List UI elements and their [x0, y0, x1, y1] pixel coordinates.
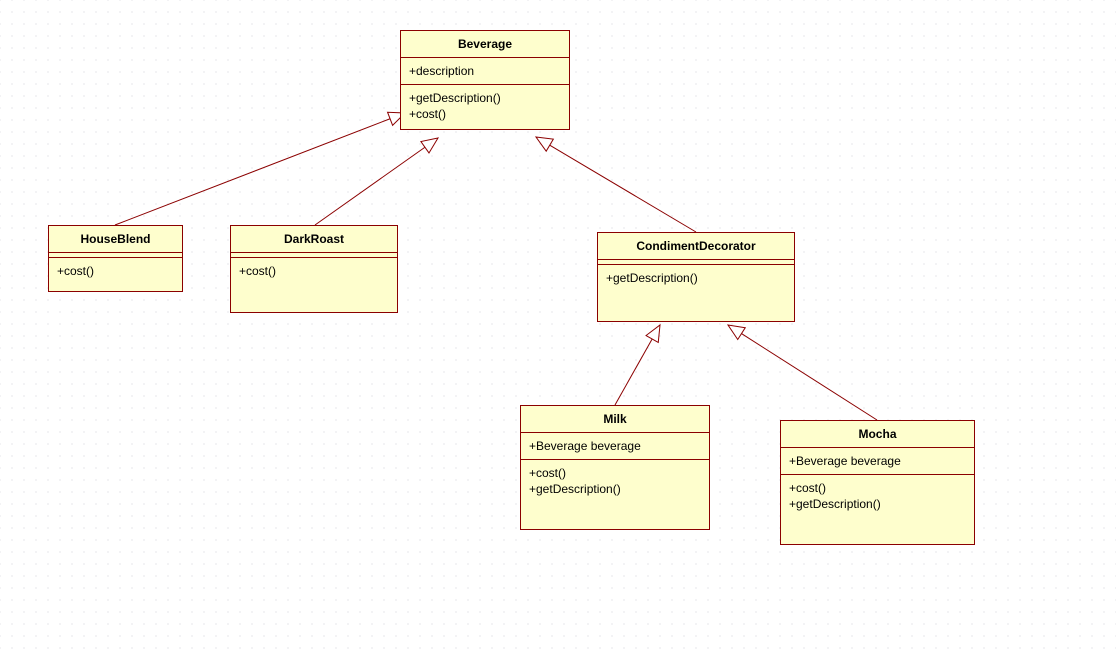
generalization-edge — [315, 147, 425, 225]
class-title: CondimentDecorator — [598, 233, 794, 260]
attribute: +Beverage beverage — [789, 453, 966, 469]
method: +getDescription() — [529, 481, 701, 497]
class-mocha[interactable]: Mocha +Beverage beverage +cost()+getDescri… — [780, 420, 975, 545]
methods-section: +cost() — [49, 258, 182, 284]
methods-section: +cost()+getDescription() — [781, 475, 974, 517]
class-title: DarkRoast — [231, 226, 397, 253]
generalization-edge — [741, 334, 877, 420]
class-title: Milk — [521, 406, 709, 433]
methods-section: +getDescription() — [598, 265, 794, 291]
class-milk[interactable]: Milk +Beverage beverage +cost()+getDescrip… — [520, 405, 710, 530]
generalization-edge — [115, 119, 390, 225]
method: +getDescription() — [409, 90, 561, 106]
class-houseblend[interactable]: HouseBlend +cost() — [48, 225, 183, 292]
class-darkroast[interactable]: DarkRoast +cost() — [230, 225, 398, 313]
attributes-section: +description — [401, 58, 569, 85]
uml-canvas: Beverage+description+getDescription()+co… — [0, 0, 1116, 652]
generalization-edge — [550, 145, 696, 232]
class-condimentdecorator[interactable]: CondimentDecorator +getDescription() — [597, 232, 795, 322]
attributes-section: +Beverage beverage — [521, 433, 709, 460]
method: +cost() — [789, 480, 966, 496]
method: +getDescription() — [789, 496, 966, 512]
generalization-arrowhead — [536, 137, 553, 151]
method: +getDescription() — [606, 270, 786, 286]
class-title: Beverage — [401, 31, 569, 58]
method: +cost() — [409, 106, 561, 122]
methods-section: +cost() — [231, 258, 397, 284]
methods-section: +getDescription()+cost() — [401, 85, 569, 127]
class-title: Mocha — [781, 421, 974, 448]
attribute: +description — [409, 63, 561, 79]
attributes-section: +Beverage beverage — [781, 448, 974, 475]
generalization-arrowhead — [646, 325, 660, 342]
method: +cost() — [529, 465, 701, 481]
generalization-arrowhead — [421, 138, 438, 153]
method: +cost() — [57, 263, 174, 279]
generalization-arrowhead — [728, 325, 745, 340]
attribute: +Beverage beverage — [529, 438, 701, 454]
class-title: HouseBlend — [49, 226, 182, 253]
generalization-edge — [615, 339, 652, 405]
methods-section: +cost()+getDescription() — [521, 460, 709, 502]
class-beverage[interactable]: Beverage +description +getDescription()+co… — [400, 30, 570, 130]
method: +cost() — [239, 263, 389, 279]
